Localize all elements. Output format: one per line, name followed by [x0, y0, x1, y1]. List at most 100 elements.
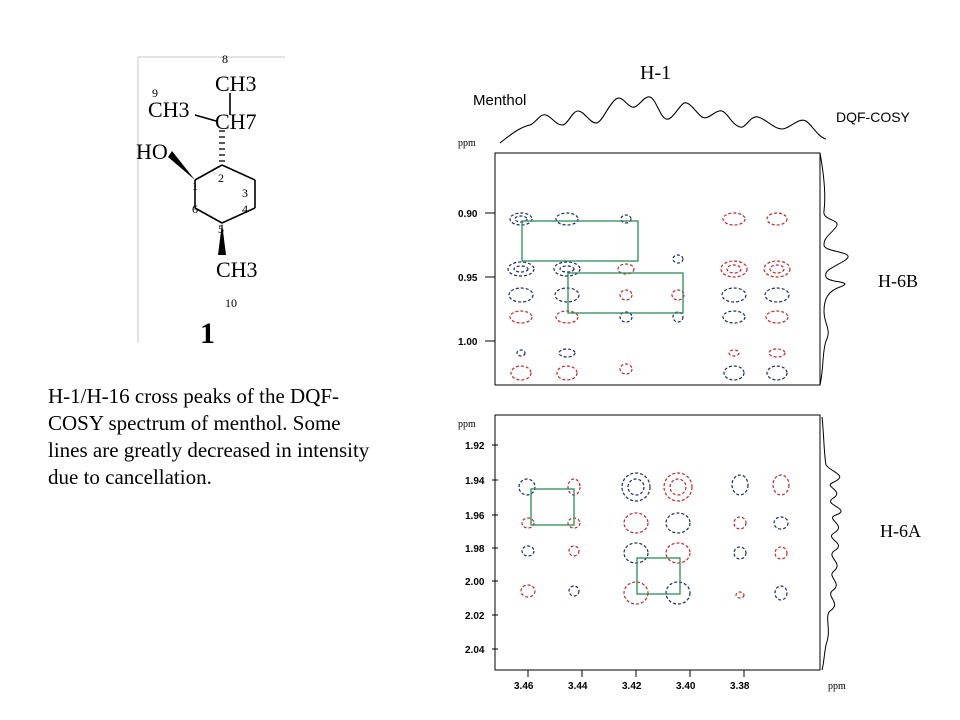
- contour-peak: [663, 472, 693, 502]
- upper-panel-frame: [494, 152, 821, 386]
- top-axis-label: H-1: [640, 62, 671, 84]
- hydroxyl-label: HO: [136, 139, 168, 164]
- contour-peak: [774, 546, 788, 560]
- contour-peak: [619, 363, 633, 375]
- contour-peak: [559, 265, 575, 273]
- methyl-top-label: CH3: [215, 71, 257, 96]
- lower-tick-label: 2.00: [465, 577, 485, 588]
- contour-peak: [665, 512, 691, 534]
- carbon-number-4: 4: [242, 202, 248, 216]
- lower-tick-label: 2.04: [465, 645, 485, 656]
- lower-panel-frame: [494, 414, 821, 671]
- contour-peak: [508, 287, 534, 303]
- highlight-box: [567, 272, 684, 314]
- upper-side-label: H-6B: [878, 271, 918, 291]
- contour-peak: [772, 474, 790, 496]
- contour-peak: [554, 287, 580, 303]
- contour-peak: [671, 289, 685, 301]
- experiment-label: DQF-COSY: [836, 109, 911, 125]
- contour-peak: [619, 311, 633, 323]
- contour-peak: [555, 212, 579, 226]
- contour-peak: [733, 516, 747, 530]
- contour-peak: [773, 516, 789, 530]
- contour-peak: [672, 311, 684, 323]
- contour-peak: [720, 260, 748, 278]
- highlight-box: [636, 557, 681, 595]
- carbon-number-2: 2: [218, 171, 224, 185]
- carbon-number-5: 5: [218, 222, 224, 236]
- contour-peak: [766, 365, 788, 381]
- contour-peak: [509, 212, 533, 226]
- contour-peak: [617, 263, 635, 275]
- contour-peak: [521, 517, 535, 529]
- lower-tick-label: 2.02: [465, 611, 485, 622]
- contour-peak: [627, 478, 645, 496]
- contour-peak: [766, 212, 788, 226]
- lower-tick-label: 1.92: [465, 441, 485, 452]
- carbon-number-6: 6: [192, 202, 198, 216]
- contour-peak: [726, 264, 742, 274]
- highlight-box: [530, 488, 575, 526]
- contour-peak: [620, 214, 632, 224]
- menthol-structure: CH3 CH3 CH7 HO CH3 8 9 1 2 3 4 6 5 10 1: [136, 52, 285, 350]
- contour-peak: [553, 261, 581, 277]
- contour-peak: [509, 310, 533, 324]
- compound-number: 1: [200, 317, 215, 350]
- figure-caption: H-1/H-16 cross peaks of the DQF- COSY sp…: [48, 384, 370, 489]
- contour-peak: [763, 260, 791, 278]
- dqf-cosy-spectrum: H-1 Menthol DQF-COSY ppm 0.90 0.95 1.00 …: [458, 62, 921, 692]
- carbon-number-10: 10: [225, 296, 237, 310]
- lower-tick-label: 1.98: [465, 544, 485, 555]
- contour-peak: [728, 349, 740, 357]
- contour-peak: [507, 261, 535, 277]
- contour-peak: [621, 472, 651, 502]
- carbon-number-8: 8: [222, 52, 228, 66]
- contour-peak: [735, 591, 745, 599]
- methyl-bottom-label: CH3: [216, 257, 258, 282]
- carbon-number-1: 1: [192, 179, 198, 193]
- contour-peak: [521, 545, 535, 557]
- contour-peak: [768, 348, 786, 358]
- x-tick-label: 3.42: [622, 681, 642, 692]
- lower-tick-label: 1.96: [465, 511, 485, 522]
- upper-tick-label: 0.90: [458, 209, 478, 220]
- contour-peak: [520, 584, 536, 598]
- contour-peak: [665, 581, 691, 605]
- lower-tick-label: 1.94: [465, 476, 485, 487]
- upper-side-projection: [819, 152, 849, 386]
- upper-tick-label: 0.95: [458, 273, 478, 284]
- contour-peak: [733, 546, 747, 560]
- upper-tick-label: 1.00: [458, 337, 478, 348]
- upper-axis-unit: ppm: [458, 138, 476, 149]
- lower-axis-unit: ppm: [458, 419, 476, 430]
- contour-peak: [765, 310, 789, 324]
- contour-peak: [721, 287, 747, 303]
- carbon-number-9: 9: [152, 86, 158, 100]
- contour-peak: [516, 349, 526, 357]
- contour-peak: [619, 289, 633, 301]
- contour-peak: [510, 365, 532, 381]
- contour-peak: [555, 310, 579, 324]
- x-tick-label: 3.46: [514, 681, 534, 692]
- wedge-bond-methyl: [218, 223, 226, 255]
- top-projection-trace: [499, 96, 827, 144]
- lower-side-label: H-6A: [880, 521, 921, 541]
- methyl-left-label: CH3: [148, 97, 190, 122]
- contour-peak: [669, 478, 687, 496]
- x-tick-label: 3.38: [730, 681, 750, 692]
- contour-peak: [568, 585, 580, 597]
- contour-peak: [514, 215, 528, 223]
- carbon-number-3: 3: [242, 186, 248, 200]
- contour-peak: [731, 474, 749, 496]
- contour-peak: [623, 542, 649, 564]
- contour-peak: [672, 254, 684, 264]
- contour-peak: [723, 365, 745, 381]
- highlight-box: [521, 220, 639, 262]
- sample-label: Menthol: [473, 92, 526, 109]
- contour-peak: [769, 264, 785, 274]
- wedge-bond-oh: [168, 151, 195, 180]
- x-axis-unit: ppm: [828, 681, 846, 692]
- x-tick-label: 3.40: [676, 681, 696, 692]
- contour-peak: [513, 265, 529, 273]
- contour-peak: [722, 212, 746, 226]
